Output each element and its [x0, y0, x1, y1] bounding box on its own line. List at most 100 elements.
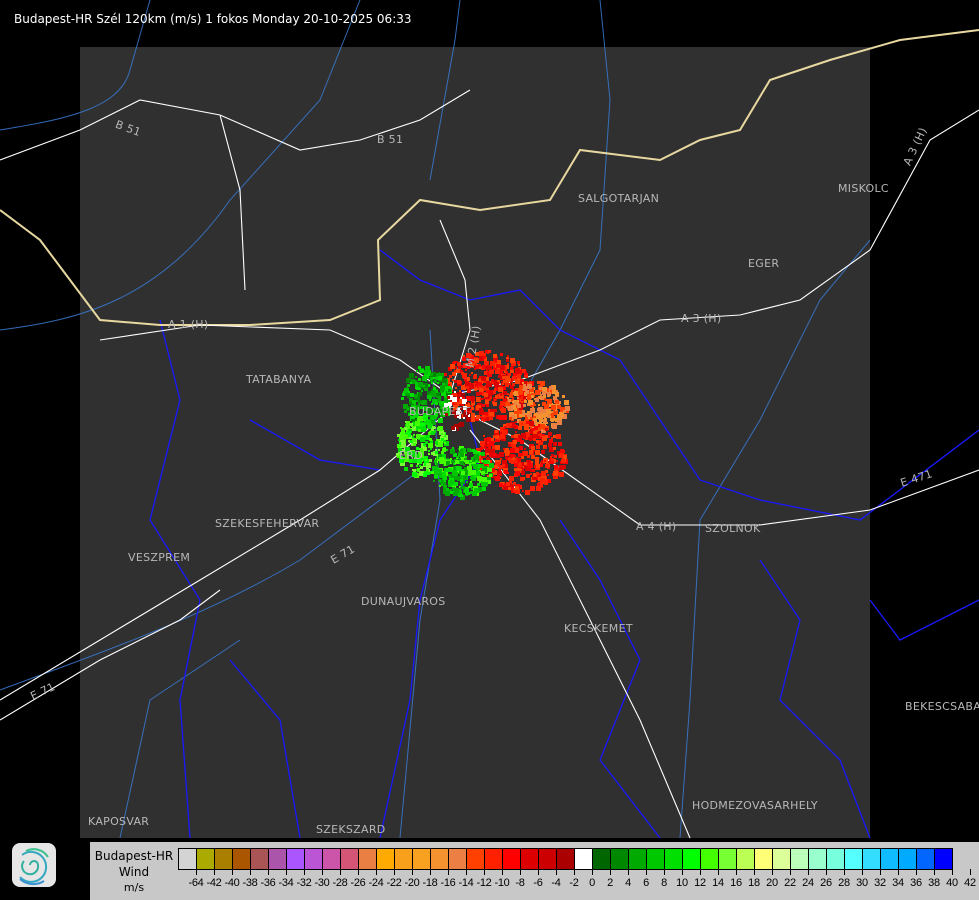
- radar-echo-pixel: [468, 471, 473, 476]
- radar-echo-pixel: [470, 417, 475, 422]
- radar-echo-pixel: [479, 410, 484, 415]
- legend-tick-label: 34: [892, 877, 904, 889]
- radar-echo-pixel: [469, 363, 474, 368]
- radar-echo-pixel: [500, 434, 505, 439]
- radar-echo-pixel: [411, 403, 416, 408]
- radar-echo-pixel: [496, 454, 500, 458]
- radar-echo-pixel: [502, 383, 504, 385]
- radar-echo-pixel: [413, 413, 418, 418]
- radar-echo-pixel: [469, 463, 472, 466]
- radar-echo-pixel: [423, 413, 426, 416]
- radar-echo-pixel: [442, 448, 446, 452]
- radar-echo-pixel: [415, 382, 418, 385]
- radar-echo-pixel: [435, 377, 438, 380]
- radar-echo-pixel: [460, 407, 463, 410]
- radar-echo-pixel: [438, 449, 440, 451]
- radar-echo-pixel: [418, 429, 421, 432]
- radar-echo-pixel: [443, 415, 445, 417]
- radar-echo-pixel: [558, 469, 560, 471]
- radar-echo-pixel: [529, 430, 533, 434]
- radar-echo-pixel: [503, 448, 505, 450]
- radar-echo-pixel: [500, 401, 505, 406]
- radar-echo-pixel: [508, 444, 511, 447]
- legend-tick-label: 20: [766, 877, 778, 889]
- legend-color-box: [251, 849, 269, 869]
- radar-echo-pixel: [460, 461, 464, 465]
- radar-echo-pixel: [549, 459, 554, 464]
- radar-echo-pixel: [485, 377, 489, 381]
- radar-echo-pixel: [524, 400, 527, 403]
- radar-echo-pixel: [429, 393, 431, 395]
- legend-tick: [754, 869, 755, 875]
- radar-echo-pixel: [418, 403, 420, 405]
- radar-echo-pixel: [451, 426, 455, 430]
- radar-echo-pixel: [408, 391, 410, 393]
- radar-echo-pixel: [540, 424, 545, 429]
- legend-tick-label: -30: [314, 877, 330, 889]
- radar-echo-pixel: [541, 412, 544, 415]
- radar-echo-pixel: [420, 466, 423, 469]
- radar-echo-pixel: [433, 387, 436, 390]
- legend-tick: [286, 869, 287, 875]
- radar-echo-pixel: [521, 423, 523, 425]
- radar-echo-pixel: [491, 379, 494, 382]
- radar-echo-pixel: [418, 366, 421, 369]
- radar-echo-pixel: [413, 406, 416, 409]
- radar-echo-pixel: [519, 372, 522, 375]
- radar-echo-pixel: [487, 365, 492, 370]
- radar-echo-pixel: [553, 471, 558, 476]
- radar-echo-pixel: [447, 458, 449, 460]
- radar-echo-pixel: [428, 408, 430, 410]
- radar-echo-pixel: [500, 365, 505, 370]
- radar-echo-pixel: [495, 430, 498, 433]
- radar-echo-pixel: [497, 471, 502, 476]
- radar-echo-pixel: [565, 406, 570, 411]
- radar-echo-pixel: [510, 385, 514, 389]
- radar-echo-pixel: [505, 456, 508, 459]
- radar-echo-pixel: [430, 440, 433, 443]
- radar-echo-pixel: [540, 478, 545, 483]
- radar-echo-pixel: [473, 464, 478, 469]
- radar-echo-pixel: [458, 454, 461, 457]
- radar-echo-pixel: [454, 370, 456, 372]
- radar-echo-pixel: [452, 470, 457, 475]
- radar-echo-pixel: [479, 356, 484, 361]
- legend-tick: [862, 869, 863, 875]
- legend-tick-label: -24: [368, 877, 384, 889]
- radar-echo-pixel: [498, 387, 503, 392]
- radar-echo-pixel: [441, 391, 446, 396]
- radar-echo-pixel: [452, 393, 457, 398]
- radar-echo-pixel: [449, 489, 452, 492]
- legend-tick-label: -32: [296, 877, 312, 889]
- radar-echo-pixel: [522, 415, 524, 417]
- radar-echo-pixel: [499, 483, 503, 487]
- radar-echo-pixel: [449, 476, 451, 478]
- radar-echo-pixel: [535, 450, 540, 455]
- radar-echo-pixel: [423, 426, 426, 429]
- radar-echo-pixel: [402, 393, 405, 396]
- radar-echo-pixel: [437, 467, 439, 469]
- radar-echo-pixel: [425, 413, 428, 416]
- radar-echo-pixel: [490, 397, 492, 399]
- legend-tick: [484, 869, 485, 875]
- radar-echo-pixel: [427, 438, 429, 440]
- radar-echo-pixel: [510, 367, 513, 370]
- radar-echo-pixel: [419, 448, 421, 450]
- radar-echo-pixel: [444, 403, 448, 407]
- legend-color-box: [575, 849, 593, 869]
- radar-echo-pixel: [495, 445, 500, 450]
- radar-echo-pixel: [400, 427, 402, 429]
- radar-echo-pixel: [518, 410, 522, 414]
- radar-echo-pixel: [555, 400, 559, 404]
- radar-echo-pixel: [461, 484, 463, 486]
- radar-echo-pixel: [399, 442, 402, 445]
- radar-echo-pixel: [413, 434, 415, 436]
- legend-color-box: [449, 849, 467, 869]
- radar-echo-pixel: [551, 437, 553, 439]
- radar-echo-pixel: [407, 431, 411, 435]
- radar-echo-pixel: [458, 494, 461, 497]
- legend-quantity: Wind: [118, 865, 150, 879]
- radar-echo-pixel: [533, 418, 537, 422]
- legend-tick-label: 40: [946, 877, 958, 889]
- radar-echo-pixel: [538, 424, 541, 427]
